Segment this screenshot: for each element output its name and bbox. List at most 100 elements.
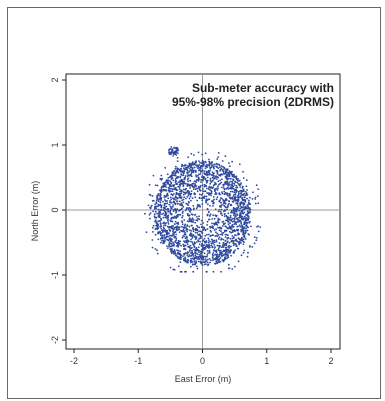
data-point	[166, 202, 169, 205]
data-point	[212, 242, 215, 245]
data-point	[158, 198, 161, 200]
data-point	[226, 241, 229, 244]
data-point	[245, 219, 248, 222]
data-point	[183, 165, 186, 167]
data-point	[256, 225, 258, 228]
data-point	[206, 176, 209, 179]
data-point	[228, 200, 231, 202]
data-point	[164, 200, 167, 203]
data-point	[255, 239, 258, 242]
data-point	[179, 240, 182, 243]
data-point	[236, 179, 239, 182]
data-point	[163, 235, 166, 237]
data-point	[227, 204, 230, 206]
data-point	[237, 237, 240, 240]
data-point	[235, 229, 238, 232]
data-point	[176, 200, 179, 203]
data-point	[180, 244, 183, 247]
data-point	[218, 246, 221, 248]
data-point	[221, 233, 224, 236]
data-point	[225, 219, 227, 222]
data-point	[223, 258, 226, 261]
data-point	[176, 157, 179, 159]
data-point	[225, 255, 228, 257]
y-tick-label: 1	[50, 142, 60, 147]
data-point	[192, 163, 195, 165]
data-point	[192, 186, 195, 189]
data-point	[196, 199, 199, 202]
data-point	[149, 212, 152, 215]
data-point	[213, 176, 216, 179]
data-point	[198, 226, 201, 229]
data-point	[241, 187, 244, 189]
data-point	[184, 248, 187, 250]
data-point	[197, 258, 200, 261]
data-point	[218, 242, 221, 245]
data-point	[194, 213, 197, 216]
data-point	[202, 258, 205, 261]
data-point	[195, 181, 198, 184]
data-point	[191, 224, 193, 227]
data-point	[215, 223, 218, 225]
data-point	[225, 169, 228, 172]
data-point	[157, 212, 160, 215]
data-point	[181, 199, 184, 202]
data-point	[218, 164, 221, 167]
data-point	[223, 205, 226, 208]
data-point	[220, 201, 223, 204]
data-point	[212, 179, 214, 182]
data-point	[206, 179, 209, 182]
data-point	[211, 225, 214, 228]
data-point	[189, 250, 191, 252]
data-point	[227, 227, 229, 230]
data-point	[190, 257, 192, 260]
data-point	[249, 208, 252, 211]
data-point	[177, 265, 180, 268]
data-point	[160, 196, 163, 199]
data-point	[230, 188, 233, 190]
data-point	[190, 192, 193, 195]
data-point	[233, 217, 236, 220]
data-point	[224, 233, 227, 236]
data-point	[189, 247, 192, 250]
data-point	[185, 236, 188, 239]
data-point	[212, 214, 215, 217]
data-point	[198, 230, 200, 233]
data-point	[144, 212, 146, 215]
data-point	[178, 213, 180, 216]
data-point	[209, 179, 212, 182]
data-point	[192, 188, 195, 191]
data-point	[217, 187, 219, 190]
data-point	[246, 214, 249, 217]
data-point	[190, 230, 193, 232]
data-point	[154, 203, 157, 206]
data-point	[164, 167, 167, 169]
data-point	[231, 197, 234, 200]
data-point	[194, 256, 197, 258]
data-point	[211, 222, 213, 225]
data-point	[181, 215, 184, 217]
data-point	[216, 262, 219, 265]
data-point	[167, 210, 170, 213]
data-point	[159, 198, 162, 201]
data-point	[175, 254, 178, 257]
data-point	[205, 270, 208, 273]
data-point	[213, 241, 216, 244]
data-point	[227, 218, 230, 221]
data-point	[167, 214, 170, 217]
data-point	[187, 156, 190, 159]
data-point	[199, 261, 202, 264]
data-point	[163, 227, 166, 230]
data-point	[227, 267, 230, 270]
data-point	[200, 250, 202, 253]
data-point	[175, 216, 178, 219]
data-point	[253, 242, 256, 245]
data-point	[186, 252, 189, 255]
data-point	[203, 185, 206, 188]
data-point	[195, 174, 197, 177]
data-point	[257, 188, 260, 191]
data-point	[219, 210, 222, 213]
data-point	[169, 180, 172, 183]
data-point	[201, 264, 204, 266]
data-point	[188, 163, 191, 166]
